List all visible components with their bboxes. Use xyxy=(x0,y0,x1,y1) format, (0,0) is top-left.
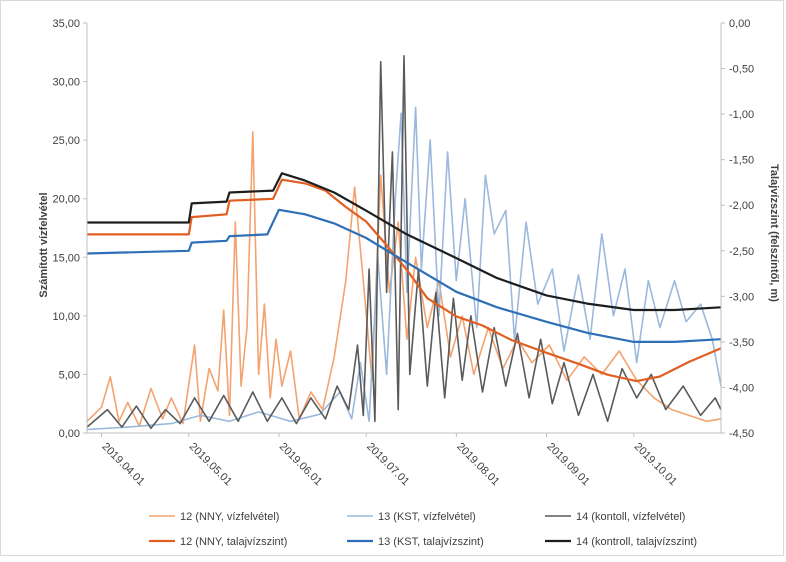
y-tick-label: 20,00 xyxy=(52,194,80,206)
x-tick-label: 2019.04.01 xyxy=(99,441,146,488)
legend-item: 13 (KST, talajvízszint) xyxy=(347,536,484,548)
y-tick-label: 25,00 xyxy=(52,135,80,147)
y-tick-label: 0,00 xyxy=(59,428,80,440)
legend-item: 14 (kontoll, vízfelvétel) xyxy=(545,511,685,523)
y-tick-label: 15,00 xyxy=(52,252,80,264)
series-line-3 xyxy=(86,54,722,430)
y2-tick-label: -2,00 xyxy=(729,200,754,212)
x-tick-label: 2019.09.01 xyxy=(544,441,591,488)
y-tick-label: 10,00 xyxy=(52,311,80,323)
legend-label: 14 (kontroll, talajvízszint) xyxy=(576,536,697,548)
y2-tick-label: -4,50 xyxy=(729,428,754,440)
x-tick-label: 2019.08.01 xyxy=(454,441,501,488)
x-tick-label: 2019.07.01 xyxy=(364,441,411,488)
legend-label: 13 (KST, talajvízszint) xyxy=(378,536,484,548)
legend-label: 12 (NNY, talajvízszint) xyxy=(180,536,287,548)
legend-label: 14 (kontoll, vízfelvétel) xyxy=(576,511,685,523)
series-line-6 xyxy=(87,172,722,312)
series-line-5 xyxy=(86,208,722,343)
y2-tick-label: -0,50 xyxy=(729,64,754,76)
y2-tick-label: -3,50 xyxy=(729,337,754,349)
y2-axis-title: Talajvízszint (felszíntől, m) xyxy=(768,164,780,302)
x-tick-label: 2019.05.01 xyxy=(187,441,234,488)
legend-label: 13 (KST, vízfelvétel) xyxy=(378,511,476,523)
legend-item: 13 (KST, vízfelvétel) xyxy=(347,511,476,523)
y2-tick-label: -2,50 xyxy=(729,246,754,258)
y2-tick-label: 0,00 xyxy=(729,18,750,30)
axes xyxy=(83,22,725,437)
plot-lines xyxy=(86,54,722,431)
legend-label: 12 (NNY, vízfelvétel) xyxy=(180,511,279,523)
y2-tick-label: -1,50 xyxy=(729,155,754,167)
y-tick-label: 35,00 xyxy=(52,18,80,30)
x-tick-label: 2019.06.01 xyxy=(277,441,324,488)
legend-item: 12 (NNY, vízfelvétel) xyxy=(149,511,279,523)
y-tick-label: 5,00 xyxy=(59,369,80,381)
y-tick-label: 30,00 xyxy=(52,77,80,89)
y2-tick-label: -1,00 xyxy=(729,109,754,121)
y2-tick-label: -4,00 xyxy=(729,382,754,394)
series-line-2 xyxy=(86,106,722,431)
y-axis-title: Számított vízfelvétel xyxy=(38,192,50,297)
x-tick-label: 2019.10.01 xyxy=(632,441,679,488)
legend-item: 12 (NNY, talajvízszint) xyxy=(149,536,287,548)
legend: 12 (NNY, vízfelvétel) 13 (KST, vízfelvéte… xyxy=(149,511,697,548)
y2-tick-label: -3,00 xyxy=(729,291,754,303)
legend-item: 14 (kontroll, talajvízszint) xyxy=(545,536,697,548)
